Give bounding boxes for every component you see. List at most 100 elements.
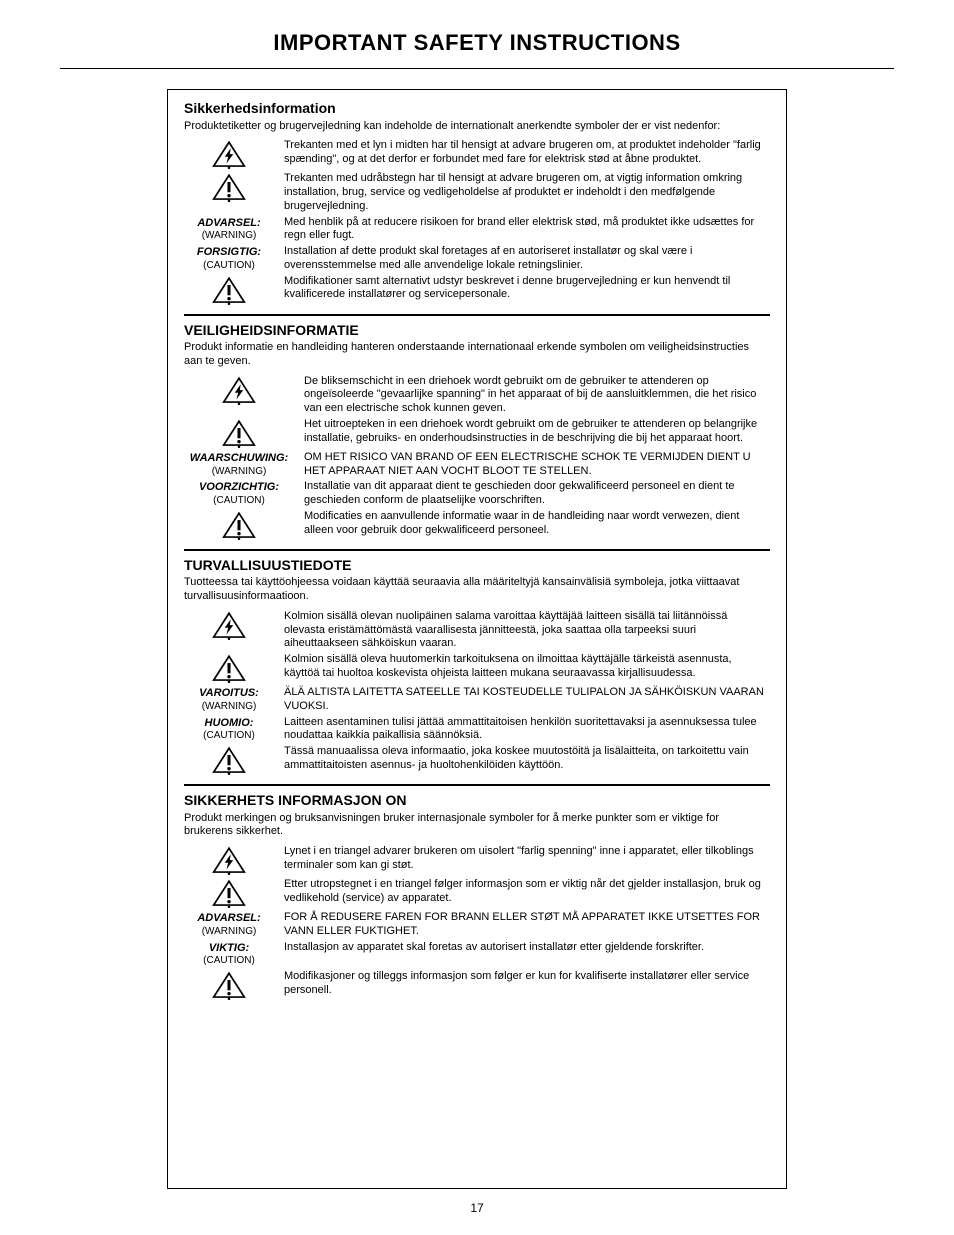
row-text: Trekanten med udråbstegn har til hensigt…	[284, 172, 770, 213]
safety-row: Het uitroepteken in een driehoek wordt g…	[184, 418, 770, 449]
safety-row: WAARSCHUWING:(WARNING) OM HET RISICO VAN …	[184, 451, 770, 479]
section-intro: Produkt informatie en handleiding hanter…	[184, 341, 770, 369]
row-sublabel: (WARNING)	[202, 230, 257, 243]
page-title: IMPORTANT SAFETY INSTRUCTIONS	[60, 30, 894, 56]
lightning-triangle-icon	[222, 376, 256, 406]
row-text: OM HET RISICO VAN BRAND OF EEN ELECTRISC…	[304, 451, 770, 479]
row-left: FORSIGTIG:(CAUTION)	[184, 245, 274, 272]
row-label: VOORZICHTIG:	[199, 481, 279, 495]
row-text: Modifikasjoner og tilleggs informasjon s…	[284, 970, 770, 998]
lightning-triangle-icon	[212, 846, 246, 876]
row-label: VIKTIG:	[209, 942, 249, 956]
document-page: IMPORTANT SAFETY INSTRUCTIONS Sikkerheds…	[0, 0, 954, 1235]
safety-row: Modifikasjoner og tilleggs informasjon s…	[184, 970, 770, 1001]
row-label: ADVARSEL:	[197, 217, 260, 231]
row-text: Modificaties en aanvullende informatie w…	[304, 510, 770, 538]
row-left	[184, 418, 294, 449]
safety-row: Etter utropstegnet i en triangel følger …	[184, 878, 770, 909]
section-separator	[184, 314, 770, 316]
row-label: VAROITUS:	[199, 687, 259, 701]
row-left	[184, 653, 274, 684]
row-text: Trekanten med et lyn i midten har til he…	[284, 139, 770, 167]
row-text: De bliksemschicht in een driehoek wordt …	[304, 375, 770, 416]
row-text: Het uitroepteken in een driehoek wordt g…	[304, 418, 770, 446]
row-left: VOORZICHTIG:(CAUTION)	[184, 480, 294, 507]
safety-row: VOORZICHTIG:(CAUTION) Installatie van dit…	[184, 480, 770, 508]
row-left	[184, 510, 294, 541]
section-intro: Tuotteessa tai käyttöohjeessa voidaan kä…	[184, 576, 770, 604]
row-label: WAARSCHUWING:	[190, 452, 288, 466]
exclamation-triangle-icon	[212, 654, 246, 684]
row-left	[184, 970, 274, 1001]
row-text: Laitteen asentaminen tulisi jättää ammat…	[284, 716, 770, 744]
row-text: Installation af dette produkt skal foret…	[284, 245, 770, 273]
row-text: Kolmion sisällä oleva huutomerkin tarkoi…	[284, 653, 770, 681]
exclamation-triangle-icon	[222, 511, 256, 541]
safety-box: Sikkerhedsinformation Produktetiketter og…	[167, 89, 787, 1189]
title-rule	[60, 68, 894, 69]
row-left	[184, 745, 274, 776]
row-left: ADVARSEL:(WARNING)	[184, 216, 274, 243]
row-text: Installatie van dit apparaat dient te ge…	[304, 480, 770, 508]
row-sublabel: (WARNING)	[212, 466, 267, 479]
safety-row: Kolmion sisällä oleva huutomerkin tarkoi…	[184, 653, 770, 684]
row-left: VIKTIG:(CAUTION)	[184, 941, 274, 968]
section-title: Sikkerhedsinformation	[184, 100, 770, 118]
safety-row: Tässä manuaalissa oleva informaatio, jok…	[184, 745, 770, 776]
section-separator	[184, 784, 770, 786]
section-title: SIKKERHETS INFORMASJON ON	[184, 792, 770, 810]
safety-row: ADVARSEL:(WARNING) FOR Å REDUSERE FAREN F…	[184, 911, 770, 939]
exclamation-triangle-icon	[212, 971, 246, 1001]
exclamation-triangle-icon	[212, 879, 246, 909]
row-text: ÄLÄ ALTISTA LAITETTA SATEELLE TAI KOSTEU…	[284, 686, 770, 714]
row-text: Kolmion sisällä olevan nuolipäinen salam…	[284, 610, 770, 651]
row-sublabel: (CAUTION)	[203, 955, 255, 968]
safety-row: Kolmion sisällä olevan nuolipäinen salam…	[184, 610, 770, 651]
section-separator	[184, 549, 770, 551]
exclamation-triangle-icon	[212, 173, 246, 203]
row-sublabel: (CAUTION)	[203, 730, 255, 743]
row-left: ADVARSEL:(WARNING)	[184, 911, 274, 938]
safety-row: ADVARSEL:(WARNING) Med henblik på at redu…	[184, 216, 770, 244]
exclamation-triangle-icon	[212, 746, 246, 776]
safety-row: De bliksemschicht in een driehoek wordt …	[184, 375, 770, 416]
row-left	[184, 845, 274, 876]
row-left: HUOMIO:(CAUTION)	[184, 716, 274, 743]
safety-row: Trekanten med et lyn i midten har til he…	[184, 139, 770, 170]
safety-row: Lynet i en triangel advarer brukeren om …	[184, 845, 770, 876]
exclamation-triangle-icon	[222, 419, 256, 449]
row-text: Etter utropstegnet i en triangel følger …	[284, 878, 770, 906]
page-number: 17	[60, 1201, 894, 1215]
row-left	[184, 878, 274, 909]
safety-row: FORSIGTIG:(CAUTION) Installation af dette…	[184, 245, 770, 273]
row-left	[184, 172, 274, 203]
row-left	[184, 275, 274, 306]
row-text: Med henblik på at reducere risikoen for …	[284, 216, 770, 244]
row-text: Tässä manuaalissa oleva informaatio, jok…	[284, 745, 770, 773]
safety-row: HUOMIO:(CAUTION) Laitteen asentaminen tul…	[184, 716, 770, 744]
row-sublabel: (CAUTION)	[203, 260, 255, 273]
row-left: WAARSCHUWING:(WARNING)	[184, 451, 294, 478]
safety-row: Modificaties en aanvullende informatie w…	[184, 510, 770, 541]
row-left	[184, 610, 274, 641]
section-intro: Produkt merkingen og bruksanvisningen br…	[184, 812, 770, 840]
row-sublabel: (WARNING)	[202, 701, 257, 714]
row-sublabel: (CAUTION)	[213, 495, 265, 508]
section-title: TURVALLISUUSTIEDOTE	[184, 557, 770, 575]
section-title: VEILIGHEIDSINFORMATIE	[184, 322, 770, 340]
lightning-triangle-icon	[212, 140, 246, 170]
safety-row: VIKTIG:(CAUTION) Installasjon av apparate…	[184, 941, 770, 968]
safety-row: Modifikationer samt alternativt udstyr b…	[184, 275, 770, 306]
row-label: FORSIGTIG:	[197, 246, 261, 260]
row-text: Modifikationer samt alternativt udstyr b…	[284, 275, 770, 303]
row-text: Installasjon av apparatet skal foretas a…	[284, 941, 770, 955]
row-sublabel: (WARNING)	[202, 926, 257, 939]
row-left: VAROITUS:(WARNING)	[184, 686, 274, 713]
section-intro: Produktetiketter og brugervejledning kan…	[184, 120, 770, 134]
exclamation-triangle-icon	[212, 276, 246, 306]
lightning-triangle-icon	[212, 611, 246, 641]
safety-row: VAROITUS:(WARNING) ÄLÄ ALTISTA LAITETTA S…	[184, 686, 770, 714]
row-label: HUOMIO:	[205, 717, 254, 731]
row-text: FOR Å REDUSERE FAREN FOR BRANN ELLER STØ…	[284, 911, 770, 939]
row-left	[184, 139, 274, 170]
